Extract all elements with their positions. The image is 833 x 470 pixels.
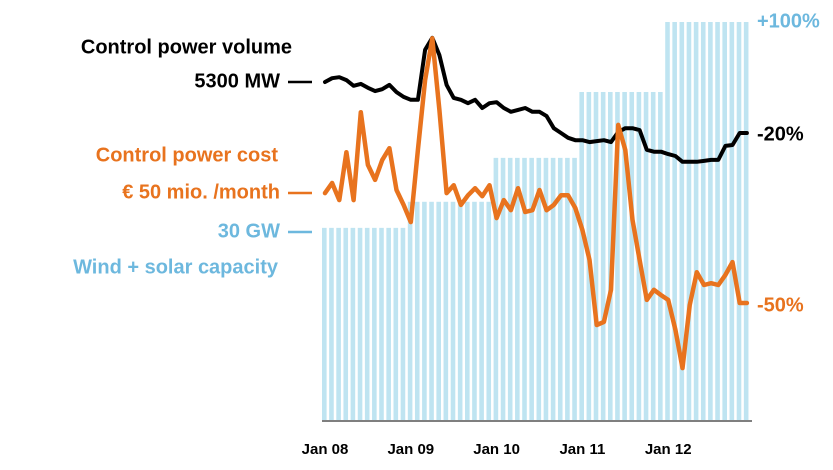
- end-label: +100%: [757, 10, 820, 32]
- bar: [522, 157, 527, 421]
- series-name: Control power volume: [81, 36, 292, 58]
- start-label: 30 GW: [218, 220, 280, 242]
- bar: [729, 22, 735, 420]
- bar: [693, 22, 699, 420]
- bar: [479, 201, 484, 420]
- bar: [457, 201, 463, 420]
- bar: [414, 201, 420, 420]
- bar: [557, 157, 563, 421]
- bar: [650, 91, 656, 420]
- bar: [658, 91, 663, 420]
- bar: [686, 22, 692, 420]
- bar: [436, 201, 441, 420]
- bar: [472, 201, 477, 420]
- bar: [550, 157, 556, 421]
- bar: [507, 157, 513, 421]
- bar: [500, 157, 506, 421]
- bar: [615, 91, 620, 420]
- bar: [722, 22, 727, 420]
- x-tick-label: Jan 12: [645, 441, 692, 458]
- lines: [322, 35, 750, 371]
- bar: [579, 91, 584, 420]
- end-label: -20%: [757, 123, 804, 145]
- bar: [486, 201, 492, 420]
- series-name: Wind + solar capacity: [73, 256, 279, 278]
- bar: [400, 227, 406, 420]
- bar: [429, 201, 434, 420]
- bar: [357, 227, 363, 420]
- bar: [386, 227, 391, 420]
- bar: [393, 227, 399, 420]
- bar: [450, 201, 456, 420]
- bar: [364, 227, 370, 420]
- x-tick-label: Jan 11: [559, 441, 605, 458]
- series-name: Control power cost: [96, 144, 279, 166]
- line: [322, 36, 750, 371]
- bar: [593, 91, 599, 420]
- bar: [565, 157, 570, 421]
- line: [323, 35, 749, 164]
- bar: [322, 227, 327, 420]
- bar: [493, 157, 499, 421]
- bar: [665, 22, 670, 420]
- bar: [600, 91, 606, 420]
- x-tick-label: Jan 09: [387, 441, 434, 458]
- bar: [543, 157, 549, 421]
- bar: [422, 201, 427, 420]
- x-tick-label: Jan 08: [302, 441, 349, 458]
- x-tick-label: Jan 10: [473, 441, 520, 458]
- bar: [329, 227, 334, 420]
- bar: [700, 22, 706, 420]
- bar: [572, 157, 577, 421]
- bar: [643, 91, 649, 420]
- bar: [672, 22, 677, 420]
- bar: [679, 22, 685, 420]
- bar: [629, 91, 635, 420]
- bar: [515, 157, 520, 421]
- bar: [715, 22, 720, 420]
- bar: [372, 227, 377, 420]
- bar: [443, 201, 449, 420]
- bar: [622, 91, 627, 420]
- bar: [736, 22, 742, 420]
- bar: [743, 22, 749, 420]
- bar: [343, 227, 349, 420]
- bar: [708, 22, 713, 420]
- bar: [350, 227, 356, 420]
- bar: [379, 227, 384, 420]
- bar: [465, 201, 470, 420]
- start-label: € 50 mio. /month: [122, 181, 280, 203]
- end-label: -50%: [757, 294, 804, 316]
- bar: [336, 227, 341, 420]
- bar: [407, 201, 413, 420]
- start-label: 5300 MW: [194, 70, 280, 92]
- bar: [536, 157, 542, 421]
- bar: [529, 157, 534, 421]
